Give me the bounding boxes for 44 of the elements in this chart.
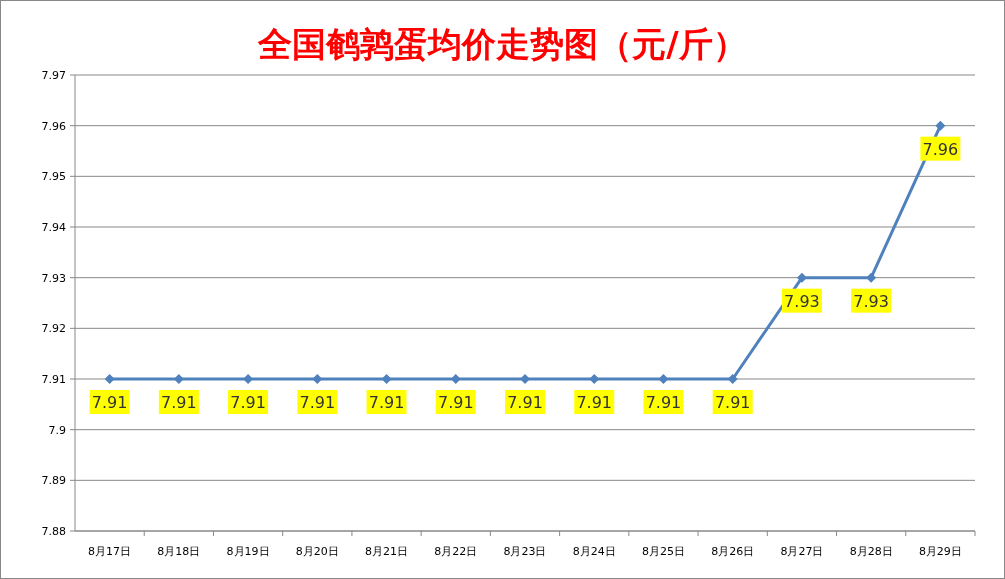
x-tick-label: 8月17日 xyxy=(88,545,132,558)
x-tick-label: 8月29日 xyxy=(918,545,962,558)
y-tick-label: 7.94 xyxy=(41,221,66,234)
point xyxy=(796,272,807,283)
x-tick-label: 8月24日 xyxy=(572,545,616,558)
x-tick-label: 8月22日 xyxy=(434,545,478,558)
chart-title: 全国鹌鹑蛋均价走势图（元/斤） xyxy=(257,24,747,64)
data-label: 7.91 xyxy=(507,393,543,412)
y-tick-label: 7.97 xyxy=(41,69,66,82)
x-tick-label: 8月20日 xyxy=(295,545,339,558)
x-tick-label: 8月23日 xyxy=(503,545,547,558)
point xyxy=(104,374,115,384)
data-label: 7.96 xyxy=(922,139,959,159)
x-tick-label: 8月28日 xyxy=(849,545,893,558)
point xyxy=(381,374,392,384)
data-label: 7.91 xyxy=(161,393,197,412)
y-tick-label: 7.93 xyxy=(41,271,66,285)
point xyxy=(935,120,946,131)
point xyxy=(658,374,669,384)
data-label: 7.93 xyxy=(853,291,889,311)
data-label: 7.91 xyxy=(645,393,682,412)
data-label: 7.93 xyxy=(784,291,820,311)
x-tick-label: 8月18日 xyxy=(157,545,201,558)
data-label: 7.91 xyxy=(437,393,474,412)
y-tick-label: 7.88 xyxy=(41,525,66,538)
y-tick-label: 7.92 xyxy=(41,322,66,336)
x-tick-label: 8月19日 xyxy=(226,545,270,558)
y-tick-label: 7.91 xyxy=(41,373,66,386)
y-tick-label: 7.89 xyxy=(41,474,66,488)
x-tick-label: 8月21日 xyxy=(365,545,409,558)
data-label: 7.91 xyxy=(576,393,613,412)
x-tick-label: 8月27日 xyxy=(780,545,824,558)
data-label: 7.91 xyxy=(230,393,266,412)
y-tick-label: 7.96 xyxy=(41,119,66,133)
x-tick-label: 8月25日 xyxy=(641,545,685,558)
data-label: 7.91 xyxy=(299,393,336,412)
point xyxy=(520,374,530,384)
x-tick-label: 8月26日 xyxy=(711,545,755,558)
data-label: 7.91 xyxy=(714,393,751,412)
y-tick-label: 7.95 xyxy=(41,170,66,184)
point xyxy=(866,272,877,283)
y-tick-label: 7.9 xyxy=(48,423,66,437)
data-label: 7.91 xyxy=(91,393,128,412)
data-label: 7.91 xyxy=(368,393,405,412)
